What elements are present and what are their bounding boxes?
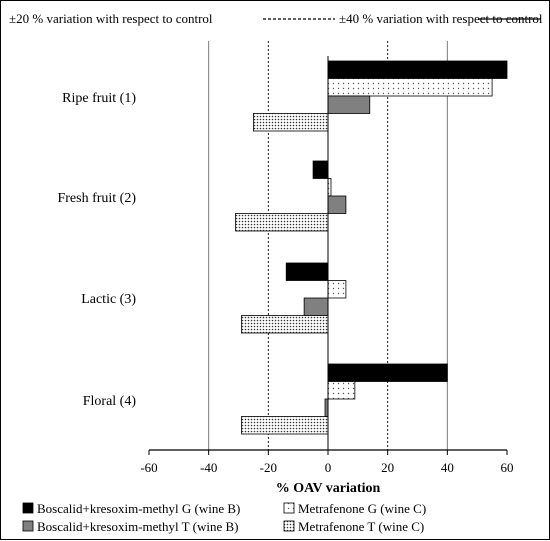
x-axis-title: % OAV variation: [276, 481, 381, 496]
bar-2-4: [327, 381, 356, 400]
legend-reference-label: ±20 % variation with respect to control: [9, 11, 213, 26]
bar-2-3: [327, 280, 347, 299]
bar-4-4: [241, 416, 329, 435]
bar-1-3: [285, 262, 329, 281]
legend-series-label: Boscalid+kresoxim-methyl T (wine B): [37, 519, 238, 534]
bars: [235, 56, 508, 450]
legend-series-label: Boscalid+kresoxim-methyl G (wine B): [37, 501, 240, 516]
legend-swatch: [22, 520, 34, 532]
bar-1-4: [327, 363, 448, 382]
category-labels: Ripe fruit (1) Fresh fruit (2) Lactic (3) F…: [57, 91, 136, 409]
category-label: Floral (4): [83, 394, 137, 409]
x-tick-label: -20: [260, 460, 277, 475]
x-tick-label: 40: [441, 460, 454, 475]
bar-2-1: [327, 78, 493, 97]
legend-series-label: Metrafenone G (wine C): [298, 501, 426, 516]
x-tick-label: 60: [501, 460, 514, 475]
legend-series-label: Metrafenone T (wine C): [298, 519, 424, 534]
bar-4-2: [235, 213, 329, 232]
bar-1-2: [312, 160, 329, 179]
bar-3-3: [303, 297, 329, 316]
category-label: Ripe fruit (1): [62, 91, 136, 106]
x-tick-label: -60: [140, 460, 157, 475]
legend-swatch: [283, 520, 295, 532]
bar-1-1: [327, 60, 508, 79]
x-tick-label: 20: [381, 460, 394, 475]
bar-3-2: [327, 195, 347, 214]
bar-4-1: [253, 113, 329, 132]
category-label: Lactic (3): [81, 292, 136, 307]
legend-reference-label: ±40 % variation with respect to control: [339, 11, 543, 26]
legend-swatch: [283, 502, 295, 514]
x-axis: -60 -40 -20 0 20 40 60 % OAV variation: [140, 449, 514, 496]
category-label: Fresh fruit (2): [57, 191, 136, 206]
bar-3-1: [327, 95, 371, 114]
legend: ±20 % variation with respect to control ±…: [9, 11, 543, 534]
bar-4-3: [241, 315, 329, 334]
legend-swatch: [22, 502, 34, 514]
x-tick-label: 0: [325, 460, 332, 475]
x-tick-label: -40: [200, 460, 217, 475]
